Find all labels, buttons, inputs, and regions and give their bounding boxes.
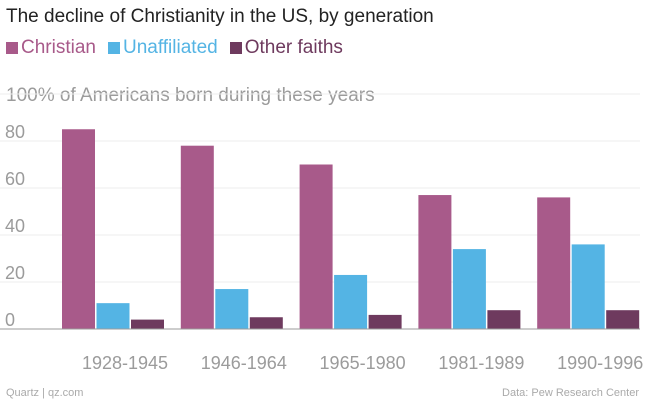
footer-source-left: Quartz | qz.com	[6, 387, 84, 399]
bar-other-faiths-1981-1989	[487, 310, 521, 329]
bar-christian-1981-1989	[418, 195, 452, 329]
x-tick-label-1928-1945: 1928-1945	[82, 353, 168, 373]
bar-christian-1928-1945	[62, 129, 95, 329]
chart-title: The decline of Christianity in the US, b…	[6, 6, 434, 27]
bar-other-faiths-1965-1980	[368, 314, 402, 329]
legend-item-other-faiths: Other faiths	[229, 37, 343, 59]
bar-christian-1946-1964	[180, 145, 214, 329]
legend: Christian Unaffiliated Other faiths	[6, 37, 355, 59]
legend-swatch-unaffiliated	[107, 42, 120, 54]
chart-subtitle: 100% of Americans born during these year…	[6, 85, 375, 106]
x-tick-label-1981-1989: 1981-1989	[438, 353, 524, 373]
bar-unaffiliated-1946-1964	[215, 289, 249, 329]
bar-christian-1990-1996	[537, 197, 571, 329]
legend-label-christian: Christian	[21, 37, 96, 58]
bar-other-faiths-1990-1996	[606, 310, 640, 329]
y-tick-label-40: 40	[5, 216, 25, 236]
bar-unaffiliated-1990-1996	[571, 244, 605, 329]
legend-swatch-christian	[6, 42, 18, 54]
footer-source-right: Data: Pew Research Center	[502, 387, 639, 399]
bar-unaffiliated-1981-1989	[452, 249, 486, 329]
bar-unaffiliated-1928-1945	[96, 303, 130, 329]
y-tick-label-20: 20	[5, 263, 25, 283]
legend-label-other-faiths: Other faiths	[244, 37, 343, 58]
y-tick-label-80: 80	[5, 122, 25, 142]
bar-other-faiths-1946-1964	[249, 317, 283, 329]
y-tick-label-60: 60	[5, 169, 25, 189]
legend-swatch-other-faiths	[229, 42, 242, 54]
bar-christian-1965-1980	[299, 164, 333, 329]
x-tick-label-1946-1964: 1946-1964	[201, 353, 287, 373]
bar-unaffiliated-1965-1980	[334, 274, 368, 329]
y-tick-label-0: 0	[5, 310, 15, 330]
x-tick-label-1990-1996: 1990-1996	[557, 353, 643, 373]
legend-item-unaffiliated: Unaffiliated	[107, 37, 218, 59]
x-tick-label-1965-1980: 1965-1980	[320, 353, 406, 373]
legend-label-unaffiliated: Unaffiliated	[122, 37, 218, 58]
bar-other-faiths-1928-1945	[131, 319, 164, 329]
legend-item-christian: Christian	[6, 37, 96, 59]
